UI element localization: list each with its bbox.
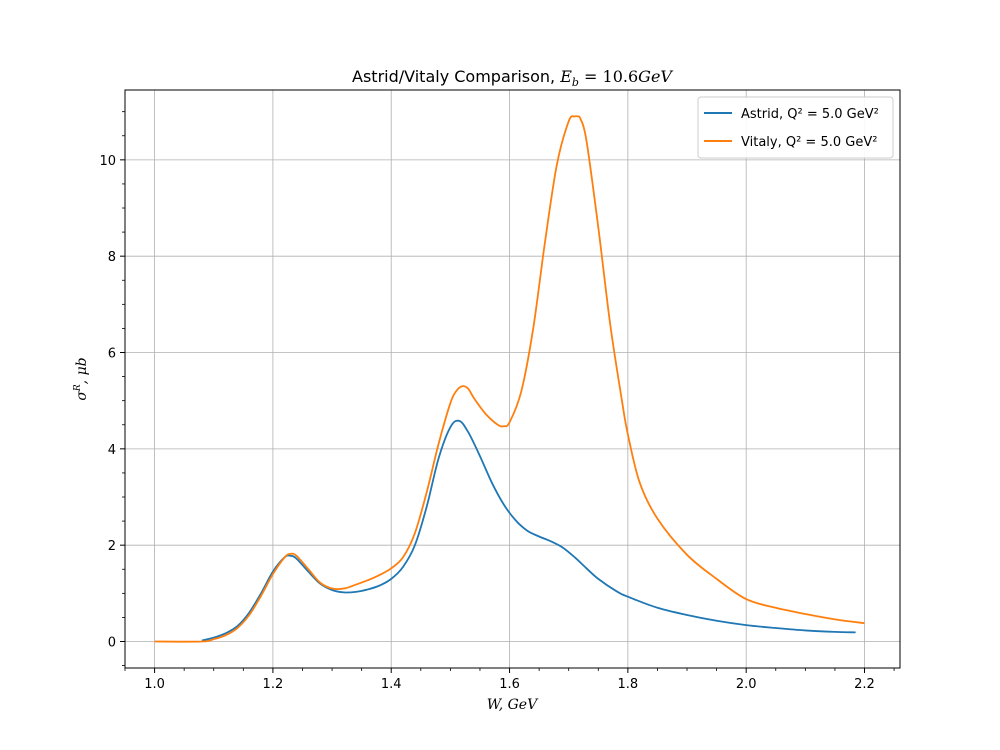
y-tick-label: 0	[108, 636, 116, 651]
series-line-vitaly	[154, 115, 865, 643]
x-tick-label: 1.2	[263, 677, 284, 692]
y-tick-label: 10	[99, 154, 116, 169]
x-tick-label: 1.6	[499, 677, 520, 692]
x-axis-label: W, GeV	[487, 697, 539, 713]
x-tick-label: 1.4	[381, 677, 402, 692]
legend-box	[697, 96, 894, 159]
title-math-sub: b	[572, 76, 579, 89]
y-tick-label: 4	[108, 443, 116, 458]
legend-label: Astrid, Q² = 5.0 GeV²	[741, 107, 879, 122]
legend: Astrid, Q² = 5.0 GeV² Vitaly, Q² = 5.0 Ge…	[697, 96, 894, 159]
plot-area-frame	[124, 89, 901, 669]
grid	[125, 90, 900, 668]
x-tick-label: 2.0	[736, 677, 757, 692]
x-tick-label: 1.8	[618, 677, 639, 692]
series-layer	[154, 115, 865, 643]
legend-label: Vitaly, Q² = 5.0 GeV²	[741, 135, 877, 150]
x-tick-label: 1.0	[144, 677, 165, 692]
y-tick-label: 8	[108, 250, 116, 265]
y-axis-label: σR, μb	[73, 357, 90, 400]
title-math: E	[559, 67, 572, 86]
y-tick-label: 6	[108, 347, 116, 362]
plot-area-background	[125, 90, 900, 668]
y-tick-label: 2	[108, 539, 116, 554]
title-math-rest: = 10.6	[579, 67, 638, 86]
title-prefix: Astrid/Vitaly Comparison,	[352, 67, 560, 86]
x-tick-label: 2.2	[854, 677, 875, 692]
ticks: 1.0 1.2 1.4 1.6 1.8 2.0 2.2 0 2 4 6 8 10	[99, 111, 895, 692]
chart-title: Astrid/Vitaly Comparison, Eb = 10.6GeV	[352, 67, 673, 89]
title-math-unit: GeV	[638, 67, 673, 86]
